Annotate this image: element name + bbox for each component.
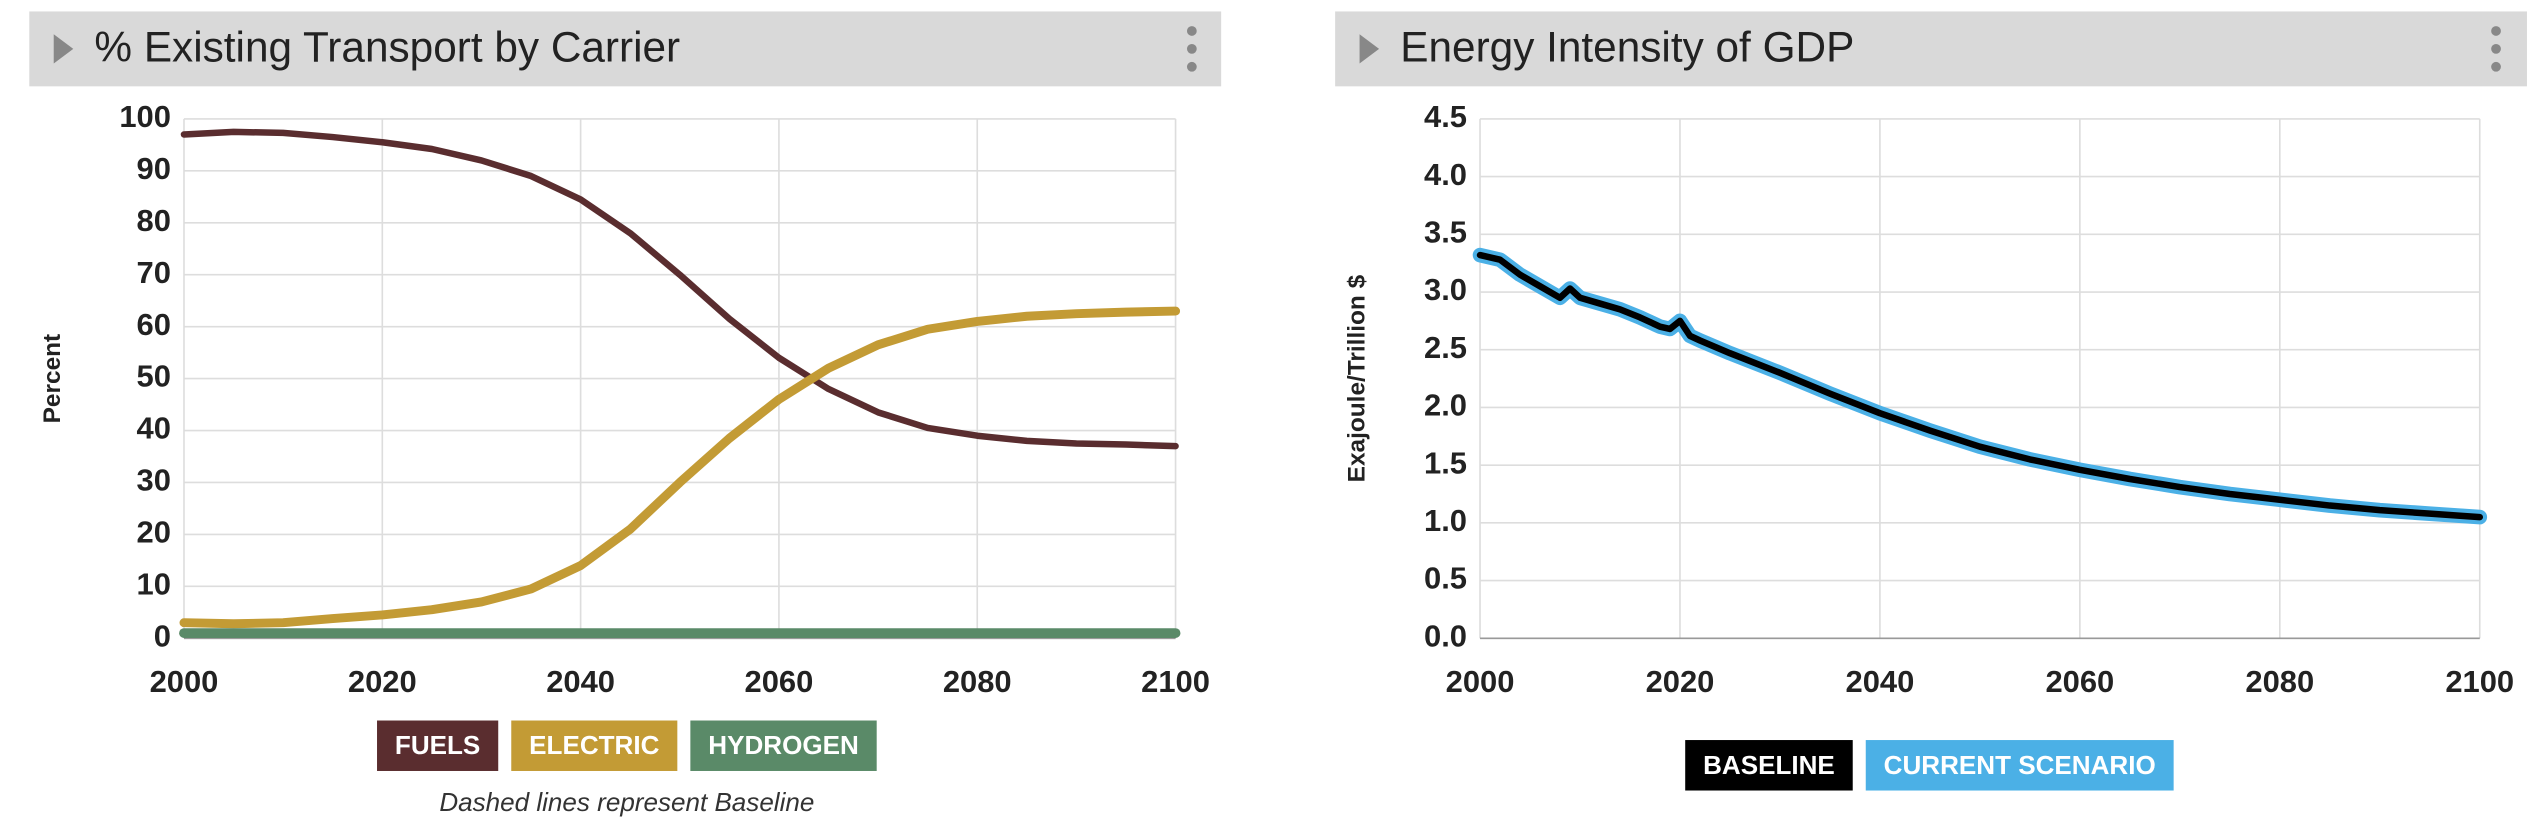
y-tick-label: 0: [154, 618, 171, 653]
series-line: [1476, 251, 2484, 521]
y-tick-label: 30: [137, 463, 171, 498]
y-tick-label: 0.5: [1424, 561, 1467, 596]
y-tick-label: 40: [137, 411, 171, 446]
x-tick-label: 2000: [1446, 664, 1515, 699]
series-line: [180, 128, 1179, 450]
y-tick-label: 2.0: [1424, 388, 1467, 423]
legend-item[interactable]: [377, 720, 499, 771]
x-tick-label: 2000: [150, 664, 219, 699]
panel-header: [29, 11, 1222, 87]
x-tick-label: 2080: [943, 664, 1012, 699]
x-tick-label: 2020: [1646, 664, 1715, 699]
menu-button[interactable]: [1186, 26, 1197, 72]
panel-header: [1335, 11, 2527, 87]
x-tick-label: 2020: [348, 664, 417, 699]
series-line: [1472, 247, 2488, 525]
y-tick-label: 10: [137, 567, 171, 602]
legend-item[interactable]: [1685, 740, 1853, 791]
y-tick-label: 20: [137, 515, 171, 550]
legend-label: HYDROGEN: [708, 730, 859, 760]
collapse-toggle[interactable]: [1359, 34, 1380, 64]
chart-title: % Existing Transport by Carrier: [94, 24, 680, 71]
legend-item[interactable]: [511, 720, 678, 771]
x-tick-label: 2060: [2045, 664, 2114, 699]
x-tick-label: 2060: [745, 664, 814, 699]
legend: BASELINE CURRENT SCENARIO: [1685, 740, 2174, 791]
y-tick-label: 0.0: [1424, 618, 1467, 653]
y-tick-label: 4.5: [1424, 99, 1467, 134]
y-tick-label: 60: [137, 307, 171, 342]
y-tick-label: 90: [137, 151, 171, 186]
y-tick-label: 70: [137, 255, 171, 290]
x-tick-label: 2100: [1141, 664, 1210, 699]
y-axis-label: Percent: [39, 334, 66, 424]
menu-button[interactable]: [2491, 26, 2501, 72]
y-tick-label: 1.5: [1424, 445, 1467, 480]
legend: FUELS ELECTRIC HYDROGEN: [377, 720, 877, 771]
legend-label: ELECTRIC: [529, 730, 659, 760]
x-tick-label: 2040: [546, 664, 615, 699]
legend-item[interactable]: [1865, 740, 2174, 791]
legend-label: FUELS: [395, 730, 480, 760]
y-axis-label: Exajoule/Trillion $: [1343, 274, 1370, 482]
y-tick-label: 2.5: [1424, 330, 1467, 365]
y-tick-label: 80: [137, 203, 171, 238]
legend-note: Dashed lines represent Baseline: [439, 787, 814, 817]
y-tick-label: 4.0: [1424, 157, 1467, 192]
chart-title: Energy Intensity of GDP: [1400, 24, 1854, 71]
legend-label: CURRENT SCENARIO: [1884, 750, 2156, 780]
x-tick-label: 2040: [1846, 664, 1915, 699]
y-tick-label: 100: [119, 99, 171, 134]
y-tick-label: 3.5: [1424, 214, 1467, 249]
y-tick-label: 3.0: [1424, 272, 1467, 307]
legend-item[interactable]: [690, 720, 877, 771]
x-tick-label: 2100: [2445, 664, 2514, 699]
collapse-toggle[interactable]: [53, 34, 74, 64]
series-line: [179, 306, 1181, 629]
y-tick-label: 50: [137, 359, 171, 394]
legend-label: BASELINE: [1703, 750, 1835, 780]
x-tick-label: 2080: [2245, 664, 2314, 699]
y-tick-label: 1.0: [1424, 503, 1467, 538]
